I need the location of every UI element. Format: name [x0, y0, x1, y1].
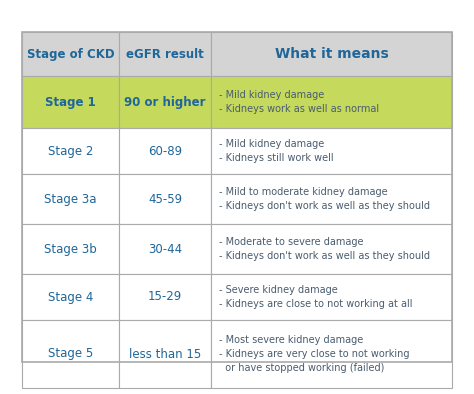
- Bar: [22, 32, 452, 362]
- Text: Stage 1: Stage 1: [45, 95, 96, 108]
- Bar: [119, 320, 211, 388]
- Text: Stage 5: Stage 5: [48, 348, 93, 361]
- Bar: [22, 224, 119, 274]
- Bar: [22, 174, 119, 224]
- Text: 60-89: 60-89: [148, 145, 182, 158]
- Bar: [22, 32, 119, 76]
- Text: Stage 3b: Stage 3b: [44, 242, 97, 255]
- Bar: [119, 128, 211, 174]
- Bar: [22, 76, 119, 128]
- Bar: [211, 174, 452, 224]
- Bar: [211, 320, 452, 388]
- Text: - Severe kidney damage
- Kidneys are close to not working at all: - Severe kidney damage - Kidneys are clo…: [219, 285, 413, 309]
- Text: 30-44: 30-44: [148, 242, 182, 255]
- Text: Stage 4: Stage 4: [48, 290, 93, 303]
- Text: - Most severe kidney damage
- Kidneys are very close to not working
  or have st: - Most severe kidney damage - Kidneys ar…: [219, 335, 410, 374]
- Text: less than 15: less than 15: [129, 348, 201, 361]
- Bar: [22, 128, 119, 174]
- Text: Stage 2: Stage 2: [48, 145, 93, 158]
- Text: - Moderate to severe damage
- Kidneys don't work as well as they should: - Moderate to severe damage - Kidneys do…: [219, 237, 430, 261]
- Bar: [211, 32, 452, 76]
- Text: Stage 3a: Stage 3a: [44, 193, 97, 206]
- Text: Stage of CKD: Stage of CKD: [27, 48, 114, 61]
- Bar: [211, 224, 452, 274]
- Text: - Mild kidney damage
- Kidneys work as well as normal: - Mild kidney damage - Kidneys work as w…: [219, 90, 379, 114]
- Bar: [119, 174, 211, 224]
- Bar: [119, 274, 211, 320]
- Bar: [119, 32, 211, 76]
- Text: 45-59: 45-59: [148, 193, 182, 206]
- Bar: [22, 320, 119, 388]
- Bar: [211, 274, 452, 320]
- Bar: [22, 274, 119, 320]
- Text: - Mild kidney damage
- Kidneys still work well: - Mild kidney damage - Kidneys still wor…: [219, 139, 334, 163]
- Bar: [119, 76, 211, 128]
- Text: What it means: What it means: [275, 47, 389, 61]
- Text: - Mild to moderate kidney damage
- Kidneys don't work as well as they should: - Mild to moderate kidney damage - Kidne…: [219, 187, 430, 211]
- Bar: [211, 128, 452, 174]
- Text: 90 or higher: 90 or higher: [124, 95, 206, 108]
- Bar: [119, 224, 211, 274]
- Bar: [211, 76, 452, 128]
- Text: 15-29: 15-29: [148, 290, 182, 303]
- Text: eGFR result: eGFR result: [126, 48, 204, 61]
